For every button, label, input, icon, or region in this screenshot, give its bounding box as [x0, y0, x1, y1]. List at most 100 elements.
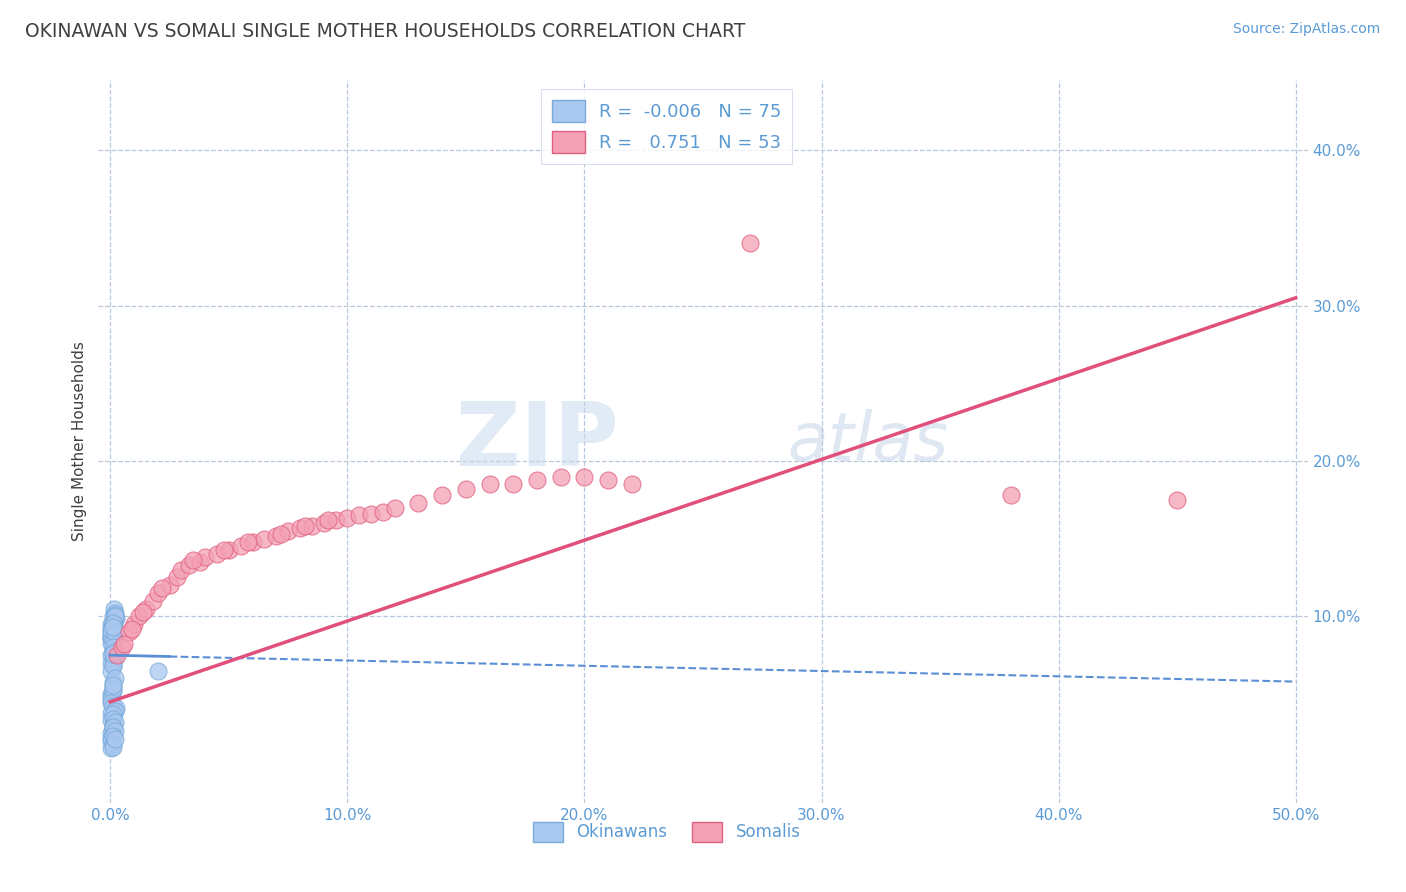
Point	[103, 601, 125, 615]
Text: atlas: atlas	[787, 409, 949, 475]
Point	[101, 632, 124, 647]
Point	[100, 714, 122, 728]
Point	[194, 550, 217, 565]
Point	[270, 527, 292, 541]
Point	[159, 578, 181, 592]
Point	[101, 723, 124, 737]
Point	[312, 516, 335, 530]
Point	[146, 586, 169, 600]
Point	[526, 473, 548, 487]
Point	[277, 524, 299, 538]
Point	[104, 702, 127, 716]
Point	[101, 615, 124, 630]
Point	[101, 620, 124, 634]
Point	[100, 630, 122, 644]
Point	[454, 482, 477, 496]
Point	[105, 648, 128, 663]
Point	[101, 659, 124, 673]
Point	[111, 640, 134, 655]
Point	[101, 674, 124, 689]
Point	[101, 618, 124, 632]
Point	[1166, 492, 1188, 507]
Point	[432, 488, 454, 502]
Point	[620, 477, 643, 491]
Point	[101, 628, 124, 642]
Point	[101, 721, 124, 735]
Point	[101, 720, 124, 734]
Point	[121, 622, 143, 636]
Y-axis label: Single Mother Households: Single Mother Households	[72, 342, 87, 541]
Point	[101, 624, 124, 639]
Point	[288, 521, 311, 535]
Point	[103, 609, 125, 624]
Point	[101, 710, 124, 724]
Point	[229, 540, 252, 554]
Point	[101, 653, 124, 667]
Point	[190, 555, 212, 569]
Point	[103, 672, 125, 686]
Point	[100, 636, 122, 650]
Point	[103, 704, 125, 718]
Point	[100, 626, 122, 640]
Point	[336, 511, 359, 525]
Point	[100, 706, 122, 720]
Point	[384, 500, 406, 515]
Point	[740, 236, 762, 251]
Point	[478, 477, 501, 491]
Point	[1000, 488, 1022, 502]
Point	[101, 620, 124, 634]
Point	[103, 651, 125, 665]
Point	[100, 648, 122, 663]
Point	[325, 513, 347, 527]
Point	[101, 729, 124, 743]
Point	[104, 724, 127, 739]
Point	[100, 726, 122, 740]
Point	[101, 647, 124, 661]
Point	[101, 679, 124, 693]
Point	[100, 693, 122, 707]
Point	[177, 558, 200, 572]
Point	[101, 737, 124, 751]
Text: OKINAWAN VS SOMALI SINGLE MOTHER HOUSEHOLDS CORRELATION CHART: OKINAWAN VS SOMALI SINGLE MOTHER HOUSEHO…	[25, 22, 745, 41]
Point	[101, 615, 124, 630]
Point	[101, 609, 124, 624]
Point	[103, 732, 125, 747]
Point	[100, 733, 122, 747]
Point	[242, 534, 264, 549]
Point	[100, 687, 122, 701]
Point	[100, 622, 122, 636]
Point	[105, 701, 128, 715]
Point	[101, 739, 124, 754]
Point	[100, 664, 122, 678]
Point	[103, 614, 125, 628]
Point	[166, 570, 188, 584]
Point	[100, 697, 122, 711]
Point	[598, 473, 620, 487]
Point	[100, 624, 122, 638]
Point	[318, 513, 340, 527]
Point	[135, 601, 157, 615]
Point	[101, 640, 124, 655]
Point	[152, 582, 174, 596]
Point	[253, 532, 276, 546]
Point	[101, 657, 124, 672]
Point	[101, 624, 124, 639]
Point	[101, 678, 124, 692]
Point	[100, 741, 122, 756]
Point	[360, 507, 382, 521]
Point	[100, 656, 122, 670]
Point	[100, 630, 122, 644]
Point	[101, 645, 124, 659]
Point	[105, 611, 128, 625]
Point	[103, 612, 125, 626]
Legend: Okinawans, Somalis: Okinawans, Somalis	[526, 815, 807, 848]
Point	[100, 617, 122, 632]
Point	[408, 496, 430, 510]
Point	[205, 547, 228, 561]
Point	[101, 684, 124, 698]
Point	[574, 469, 596, 483]
Point	[101, 628, 124, 642]
Point	[100, 690, 122, 705]
Point	[101, 634, 124, 648]
Point	[101, 699, 124, 714]
